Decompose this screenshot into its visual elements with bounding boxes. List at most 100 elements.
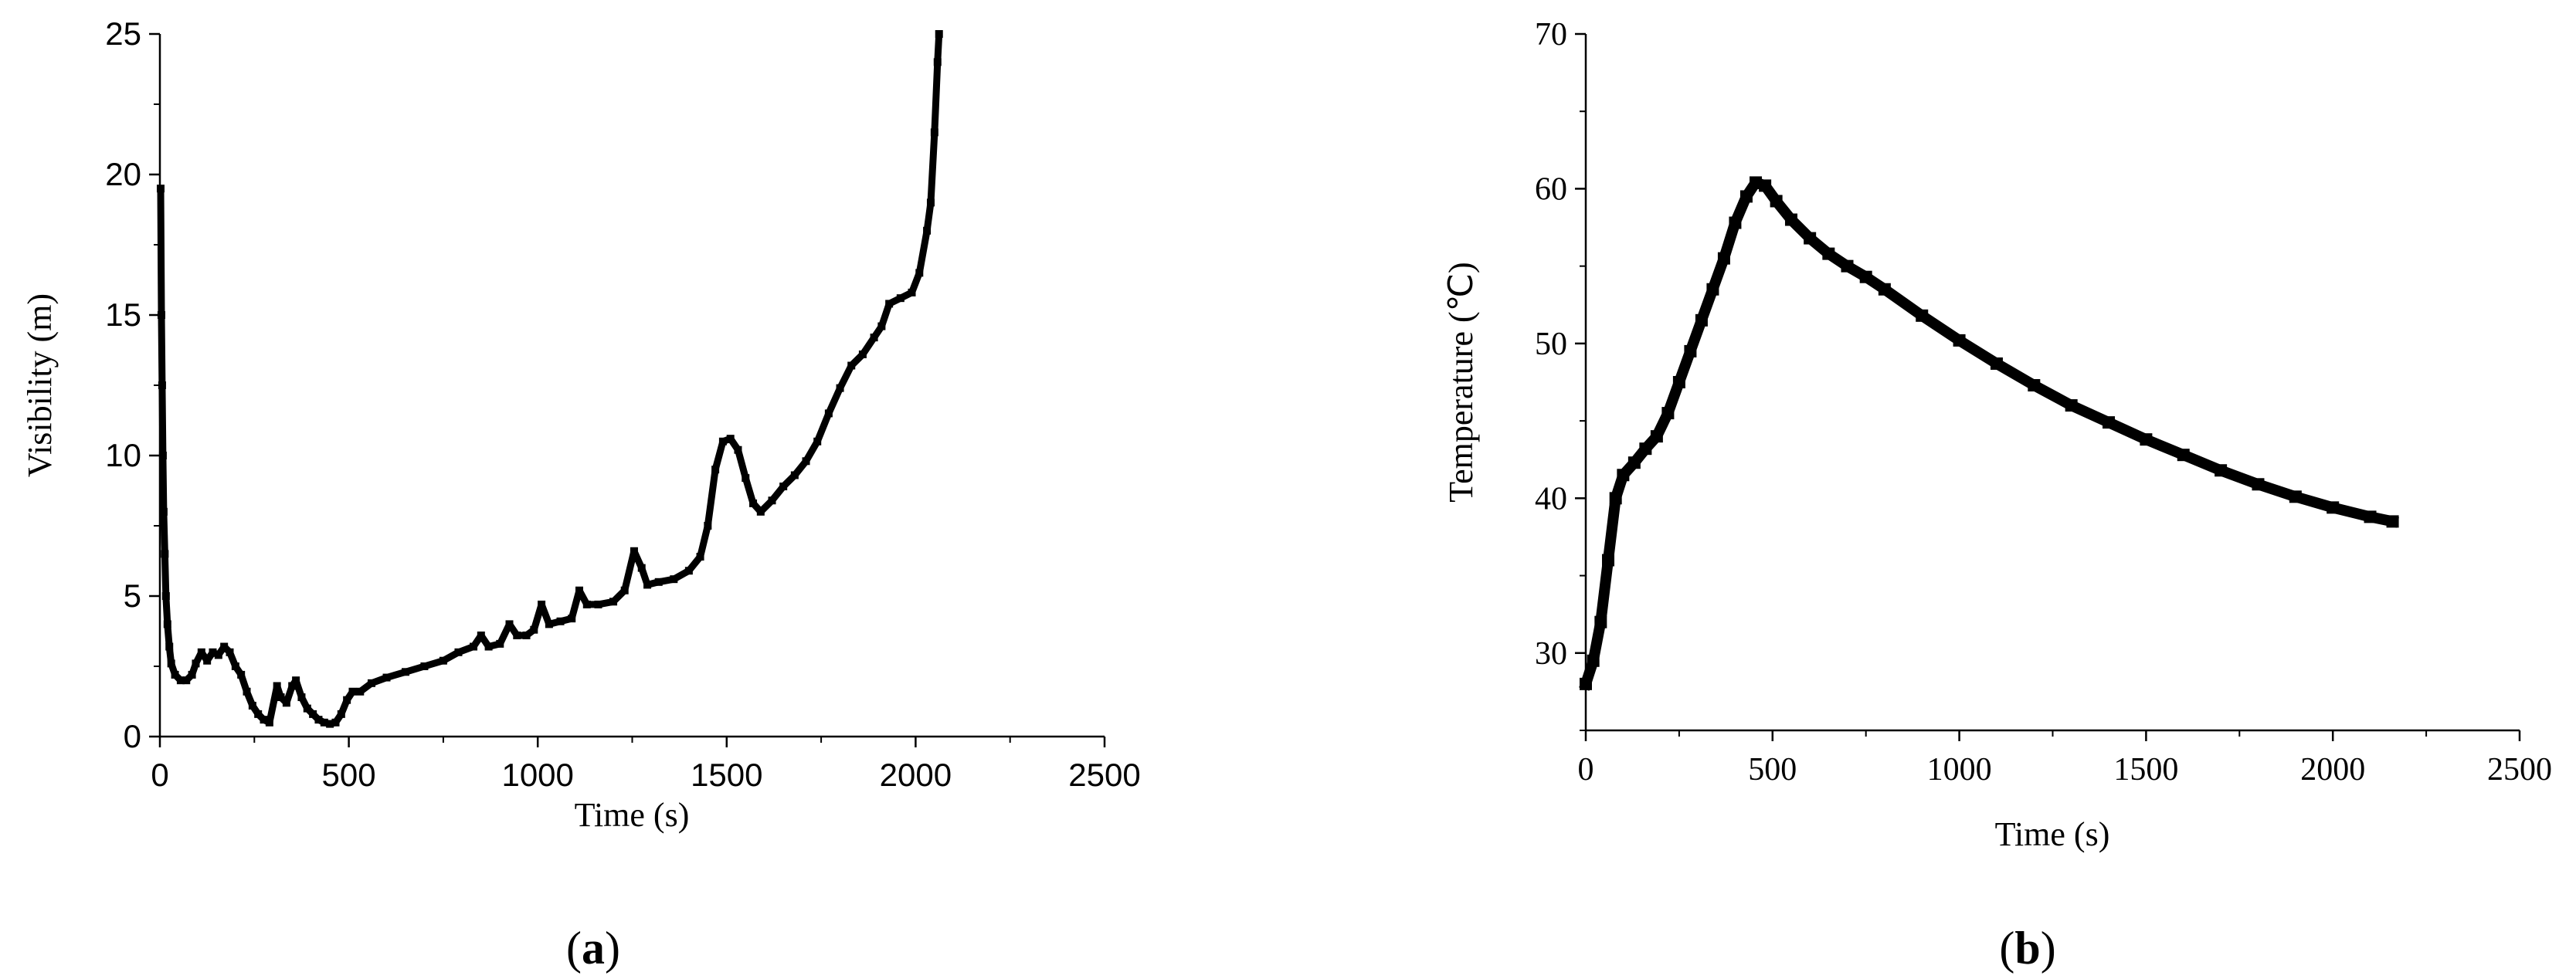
data-point	[331, 718, 340, 727]
data-point	[1739, 190, 1753, 203]
data-point	[158, 452, 167, 459]
data-point	[1695, 313, 1708, 327]
series-trace	[1579, 177, 2399, 691]
data-point	[356, 687, 365, 696]
data-point	[522, 631, 531, 639]
data-point	[896, 294, 904, 303]
data-point	[779, 483, 788, 491]
data-point	[203, 656, 212, 665]
data-point	[734, 445, 742, 454]
data-point	[1717, 252, 1730, 265]
y-tick-label: 25	[105, 15, 141, 52]
data-point	[260, 716, 268, 724]
y-tick-label: 70	[1535, 17, 1567, 53]
data-point	[1859, 270, 1872, 283]
data-point	[303, 704, 311, 713]
x-tick-label: 2000	[2300, 752, 2365, 788]
data-point	[2289, 490, 2302, 503]
data-point	[1627, 456, 1641, 469]
data-point	[1639, 442, 1652, 456]
data-point	[1804, 232, 1817, 245]
data-point	[1770, 195, 1783, 208]
x-axis-title: Time (s)	[575, 796, 690, 834]
y-ticks: 30 40 50 60 70	[1535, 17, 1586, 731]
panel-label: (a)	[566, 923, 620, 974]
y-tick-label: 30	[1535, 636, 1567, 672]
x-tick-label: 2000	[880, 757, 952, 793]
data-point	[214, 651, 222, 659]
x-tick-label: 0	[151, 757, 168, 793]
data-point	[367, 679, 375, 687]
data-point	[337, 710, 345, 718]
data-point	[1661, 407, 1675, 420]
y-tick-label: 0	[124, 718, 141, 754]
data-point	[1609, 492, 1622, 505]
data-point	[157, 311, 165, 319]
data-point	[1617, 469, 1630, 482]
data-point	[704, 522, 712, 530]
data-point	[292, 676, 300, 685]
data-point	[496, 639, 504, 648]
data-point	[908, 288, 916, 296]
y-tick-label: 60	[1535, 171, 1567, 207]
data-point	[1953, 334, 1966, 347]
data-point	[1841, 259, 1854, 273]
x-tick-label: 2500	[2487, 752, 2552, 788]
data-point	[594, 600, 602, 608]
data-point	[711, 466, 720, 474]
data-point	[836, 384, 844, 392]
series-points	[1579, 176, 2399, 691]
data-point	[505, 620, 514, 628]
panel-label: (b)	[1999, 923, 2055, 974]
data-point	[847, 361, 856, 370]
data-point	[1602, 554, 1615, 567]
data-point	[877, 322, 886, 330]
data-point	[182, 676, 191, 685]
data-point	[2028, 379, 2041, 392]
data-point	[718, 437, 727, 445]
data-point	[582, 600, 591, 608]
data-point	[188, 670, 196, 679]
data-point	[161, 550, 169, 558]
data-point	[470, 642, 478, 651]
data-point	[2177, 449, 2190, 462]
data-point	[309, 710, 317, 718]
data-point	[1706, 283, 1719, 296]
x-axis-title: Time (s)	[1995, 815, 2110, 853]
y-tick-label: 40	[1535, 481, 1567, 517]
data-point	[926, 198, 935, 207]
data-point	[923, 226, 932, 235]
data-point	[2140, 433, 2153, 446]
data-point	[1594, 615, 1607, 628]
data-point	[742, 474, 750, 483]
data-point	[401, 668, 409, 676]
data-point	[454, 648, 463, 656]
x-tick-label: 500	[322, 757, 376, 793]
data-point	[1822, 247, 1835, 260]
data-point	[220, 642, 229, 651]
data-point	[2386, 515, 2399, 528]
data-point	[696, 553, 704, 561]
data-point	[513, 631, 521, 639]
data-point	[530, 625, 538, 634]
data-point	[1878, 283, 1891, 296]
data-point	[248, 701, 256, 710]
data-point	[277, 693, 285, 702]
data-point	[161, 592, 170, 600]
data-point	[192, 659, 200, 668]
x-ticks: 0 500 1000 1500 2000 2500	[151, 737, 1141, 793]
data-point	[2103, 416, 2116, 429]
x-tick-label: 1000	[501, 757, 573, 793]
panel-label-letter: b	[2014, 923, 2040, 974]
data-point	[1672, 376, 1685, 388]
y-tick-label: 15	[105, 296, 141, 333]
data-point	[824, 409, 833, 418]
data-point	[282, 699, 290, 707]
data-point	[726, 435, 735, 443]
data-point	[915, 269, 924, 277]
y-axis-title: Temperature (℃)	[1442, 262, 1480, 502]
data-point	[273, 682, 281, 690]
data-point	[885, 300, 894, 308]
data-point	[484, 642, 493, 651]
